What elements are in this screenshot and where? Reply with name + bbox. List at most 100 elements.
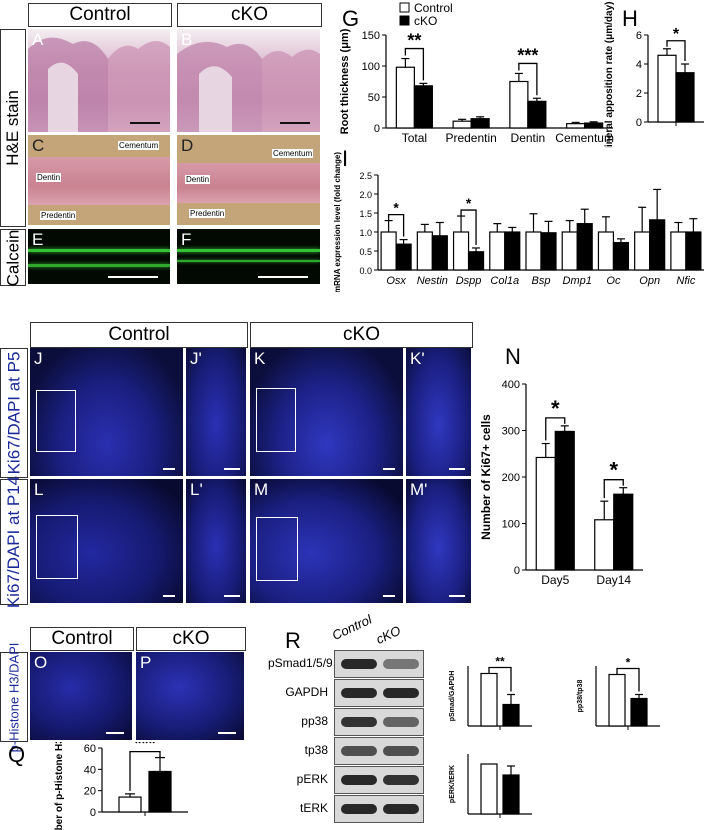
- scale-bar: [280, 122, 310, 124]
- significance-mark: *: [673, 26, 680, 43]
- panel-letter-r: R: [285, 628, 301, 653]
- y-tick-label: 400: [502, 379, 520, 391]
- chart-h-mineral-apposition: 0 2 4 6 Mineral apposition rate (μm/day) *: [604, 2, 704, 148]
- panel-letter-jprime: J': [190, 349, 202, 368]
- significance-mark: *: [626, 656, 631, 670]
- panel-a-he-control: A: [28, 29, 170, 132]
- bar: [470, 118, 490, 129]
- blot-row-label: tERK: [299, 801, 328, 815]
- y-tick-label: 20: [84, 786, 96, 798]
- panel-letter-c: C: [32, 136, 45, 155]
- chart-r-psmad-gapdh: pSmad/GAPDH **: [449, 655, 532, 730]
- significance-mark: *: [466, 195, 472, 211]
- x-tick-label: Dentin: [511, 131, 546, 145]
- panel-d-he-cko: D Cementum Dentin Predentin: [177, 135, 320, 225]
- scale-bar: [106, 732, 124, 734]
- scale-bar: [224, 595, 240, 597]
- panel-letter-e: E: [32, 230, 44, 249]
- scale-bar: [258, 276, 308, 278]
- header-control-mid: Control: [30, 322, 248, 348]
- tooth-crown-shape: [28, 37, 170, 132]
- y-tick-label: 300: [502, 426, 520, 438]
- significance-mark: ***: [517, 45, 538, 65]
- x-tick-label: Nestin: [417, 275, 448, 287]
- bar: [509, 80, 529, 129]
- bar: [634, 231, 651, 271]
- y-tick-label: 0: [90, 807, 96, 819]
- y-axis-label: Mineral apposition rate (μm/day): [604, 2, 615, 148]
- calcein-line: [177, 249, 320, 252]
- bar: [502, 703, 520, 727]
- bar: [685, 231, 702, 271]
- inset-box: [36, 390, 76, 452]
- significance-bracket: [545, 417, 566, 441]
- bar: [413, 85, 433, 129]
- bar: [675, 72, 695, 123]
- blot-band: [341, 804, 377, 814]
- y-tick-label: 200: [502, 472, 520, 484]
- x-tick-label: Nfic: [676, 275, 695, 287]
- blot-band: [383, 659, 419, 669]
- significance-bracket: [666, 40, 686, 61]
- blot-strip: [334, 679, 424, 707]
- x-tick-label: Cementum: [555, 131, 614, 145]
- bar: [467, 251, 485, 271]
- bar: [504, 231, 521, 271]
- panel-e-calcein-control: E: [28, 229, 170, 284]
- panel-kprime-ki67-cko-p5: K': [406, 348, 471, 476]
- bar: [554, 430, 575, 571]
- bar: [597, 231, 615, 271]
- panel-letter-n: N: [505, 344, 521, 369]
- chart-q-phistone-count: 0 20 40 60 Number of p-Histone H3+ cells ***: [54, 742, 188, 830]
- significance-mark: **: [495, 655, 505, 669]
- x-tick-label: Bsp: [532, 275, 551, 287]
- chart-r-pp38-tp38: pp38/tp38 *: [577, 656, 660, 730]
- scale-bar: [130, 122, 160, 124]
- panel-p-phistone-cko: P: [136, 652, 244, 740]
- significance-mark: **: [407, 31, 421, 51]
- significance-mark: ***: [134, 742, 155, 754]
- panel-letter-l: L: [34, 480, 44, 499]
- blot-row-label: tp38: [304, 743, 328, 757]
- blot-strip: [334, 708, 424, 736]
- side-label-calcein: Calcein: [0, 229, 26, 286]
- bar: [502, 774, 520, 815]
- x-tick-label: Total: [402, 131, 427, 145]
- y-tick-label: 2.0: [359, 190, 372, 200]
- bar: [630, 697, 648, 727]
- blot-row-label: GAPDH: [285, 685, 328, 699]
- bar: [566, 123, 586, 129]
- panel-jprime-ki67-control-p5: J': [186, 348, 246, 476]
- blot-band: [383, 775, 419, 785]
- bar: [657, 54, 677, 123]
- bar: [380, 231, 397, 271]
- panel-letter-p: P: [140, 653, 152, 672]
- scale-bar: [449, 595, 465, 597]
- bar: [594, 519, 615, 571]
- western-blot: pSmad1/5/9 GAPDH pp38 tp38 pERK tERK: [268, 650, 428, 823]
- bar: [452, 231, 470, 271]
- y-tick-label: 0: [374, 123, 380, 135]
- scale-bar: [218, 732, 236, 734]
- panel-m-ki67-cko-p14: M: [250, 479, 403, 603]
- bar: [416, 231, 433, 271]
- label-cementum: Cementum: [272, 149, 314, 158]
- side-label-ki67-p14: Ki67/DAPI at P14: [0, 476, 28, 608]
- panel-lprime-ki67-control-p14: L': [186, 479, 246, 603]
- chart-g-root-thickness: 0 50 100 150 Root thickness (μm) Total ** Prede…: [339, 1, 614, 145]
- header-control-op: Control: [30, 627, 134, 651]
- scale-bar: [449, 468, 465, 470]
- bar: [452, 120, 472, 129]
- panel-letter-mprime: M': [410, 480, 428, 499]
- calcein-line: [177, 260, 320, 262]
- bar: [118, 796, 142, 813]
- scale-bar: [163, 468, 175, 470]
- panel-k-ki67-cko-p5: K: [250, 348, 403, 476]
- blot-strip: [334, 737, 424, 765]
- blot-lane-label-cko: cKO: [373, 622, 403, 647]
- y-axis-label: Number of p-Histone H3+ cells: [54, 742, 65, 830]
- panel-letter-k: K: [254, 349, 266, 368]
- blot-strip: [334, 766, 424, 794]
- significance-bracket: [603, 479, 624, 499]
- blot-lane-label-control: Control: [329, 611, 374, 643]
